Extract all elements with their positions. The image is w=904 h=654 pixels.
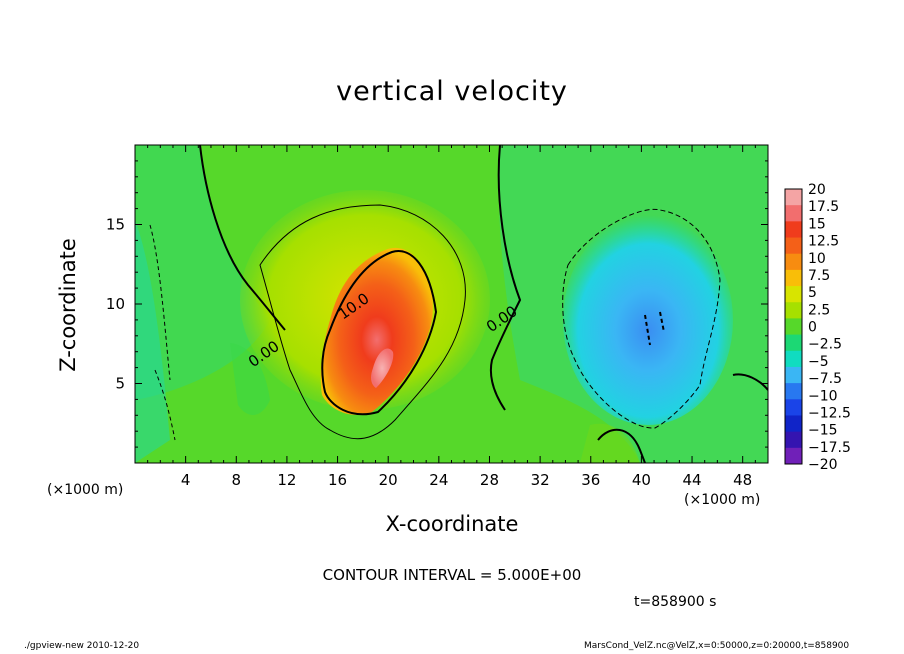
updraft-max (371, 348, 394, 388)
colorbar-swatch (785, 302, 802, 319)
colorbar-label: 20 (808, 182, 826, 198)
colorbar-label: −10 (808, 388, 838, 404)
colorbar-swatch (785, 350, 802, 368)
colorbar-swatch (785, 269, 802, 287)
colorbar-swatch (785, 399, 802, 416)
x-tick-label: 32 (531, 471, 550, 489)
zero-contour-right (489, 145, 522, 411)
colorbar-label: 7.5 (808, 268, 830, 284)
left-cyan-streak (135, 220, 170, 463)
x-tick-label: 20 (379, 471, 398, 489)
x-tick-label: 28 (480, 471, 499, 489)
colorbar-label: 15 (808, 216, 826, 232)
y-tick-label: 10 (106, 295, 125, 313)
colorbar-swatch (785, 286, 802, 303)
footer-left: ./gpview-new 2010-12-20 (24, 641, 140, 651)
colorbar-swatch (785, 221, 802, 239)
x-tick-label: 16 (328, 471, 347, 489)
x-tick-label: 4 (181, 471, 191, 489)
colorbar-swatch (785, 383, 802, 400)
colorbar-swatch (785, 447, 802, 465)
y-tick-label: 5 (115, 375, 125, 393)
zero-contour-bottom-right (732, 373, 768, 391)
contour-interval-note: CONTOUR INTERVAL = 5.000E+00 (322, 566, 582, 584)
colorbar-label: 17.5 (808, 199, 839, 215)
y-axis-unit: (×1000 m) (47, 482, 124, 498)
colorbar-label: 10 (808, 251, 826, 267)
footer-right: MarsCond_VelZ.nc@VelZ,x=0:50000,z=0:2000… (584, 641, 850, 651)
colorbar-label: 0 (808, 320, 817, 336)
colorbar-swatch (785, 366, 802, 384)
x-axis-label: X-coordinate (385, 512, 519, 536)
colorbar-label: 5 (808, 285, 817, 301)
colorbar-label: −17.5 (808, 440, 851, 456)
dip-left (230, 343, 270, 416)
colorbar-swatch (785, 205, 802, 222)
colorbar-label: −7.5 (808, 371, 842, 387)
colorbar-label: −15 (808, 423, 838, 439)
time-stamp: t=858900 s (634, 594, 717, 610)
y-tick-label: 15 (106, 216, 125, 234)
x-tick-label: 40 (632, 471, 651, 489)
zero-contour-left (199, 145, 286, 331)
colorbar-swatch (785, 189, 802, 206)
colorbar-swatch (785, 253, 802, 271)
x-tick-label: 48 (733, 471, 752, 489)
contour-left-dashed (149, 224, 176, 441)
left-band (135, 145, 270, 400)
colorbar-label: 2.5 (808, 302, 830, 318)
colorbar-swatch (785, 334, 802, 352)
contour-neg5 (562, 208, 721, 429)
contour-neg10 (644, 311, 665, 346)
colorbar-swatch (785, 318, 802, 336)
contour-10 (321, 250, 438, 416)
colorbar-label: −2.5 (808, 337, 842, 353)
contour-5 (259, 204, 466, 440)
x-tick-label: 24 (429, 471, 448, 489)
chart-title: vertical velocity (336, 76, 568, 107)
colorbar-swatch (785, 237, 802, 255)
heatmap-field (135, 145, 768, 463)
colorbar-label: −12.5 (808, 405, 851, 421)
x-tick-label: 44 (682, 471, 701, 489)
colorbar-label: −5 (808, 354, 829, 370)
right-bottom-blob (580, 423, 640, 463)
x-tick-label: 8 (232, 471, 242, 489)
colorbar-frame (784, 188, 803, 465)
colorbar-label: −20 (808, 457, 838, 473)
colorbar-swatch (785, 431, 802, 449)
x-tick-label: 36 (581, 471, 600, 489)
colorbar-label: 12.5 (808, 234, 839, 250)
zero-contour-bottom (597, 428, 646, 463)
x-tick-label: 12 (277, 471, 296, 489)
x-axis-unit: (×1000 m) (684, 492, 761, 508)
downdraft-core (563, 215, 733, 425)
colorbar-swatch (785, 415, 802, 433)
